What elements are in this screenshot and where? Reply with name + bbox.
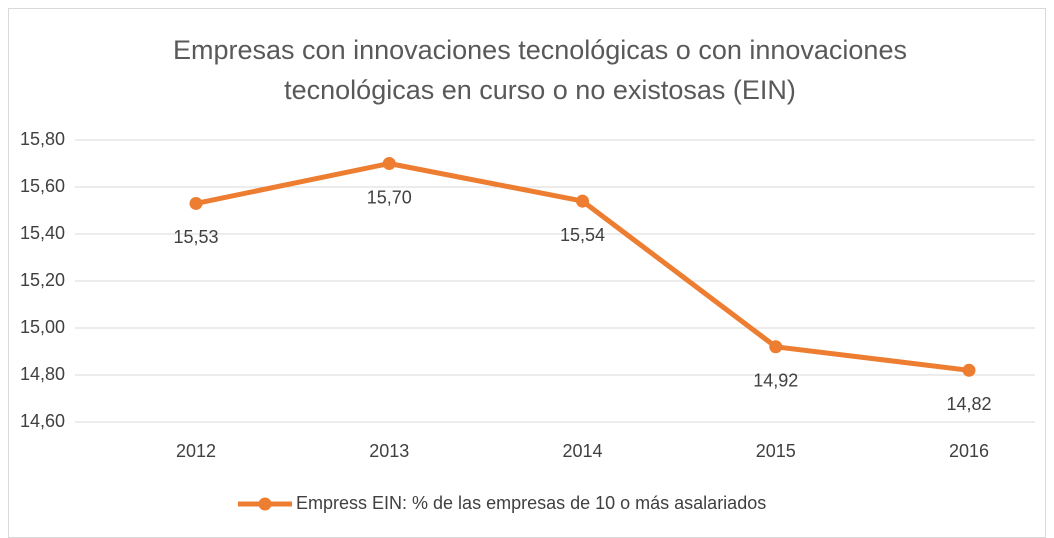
x-tick-label: 2016 (949, 441, 989, 461)
legend-label: Empress EIN: % de las empresas de 10 o m… (296, 493, 766, 513)
line (195, 161, 970, 373)
y-tick-label: 15,40 (20, 223, 65, 243)
x-tick-label: 2012 (176, 441, 216, 461)
y-tick-label: 14,80 (20, 364, 65, 384)
chart-title: Empresas con innovaciones tecnológicas o… (173, 35, 907, 105)
legend-marker (258, 497, 272, 511)
marker (189, 196, 203, 210)
marker (382, 157, 396, 170)
marker (769, 340, 783, 354)
marker (576, 194, 589, 208)
marker (962, 363, 976, 377)
y-tick-label: 15,20 (20, 270, 65, 290)
data-label: 14,82 (946, 394, 991, 414)
data-label: 15,70 (367, 187, 412, 207)
x-tick-label: 2013 (369, 441, 409, 461)
data-label: 14,92 (753, 371, 798, 391)
y-tick-label: 15,60 (20, 176, 65, 196)
y-tick-label: 15,00 (20, 317, 65, 337)
y-tick-label: 14,60 (20, 411, 65, 431)
x-tick-label: 2015 (756, 441, 796, 461)
x-tick-label: 2014 (562, 441, 602, 461)
data-label: 15,53 (173, 227, 218, 247)
data-label: 15,54 (560, 225, 605, 245)
y-tick-label: 15,80 (20, 129, 65, 149)
